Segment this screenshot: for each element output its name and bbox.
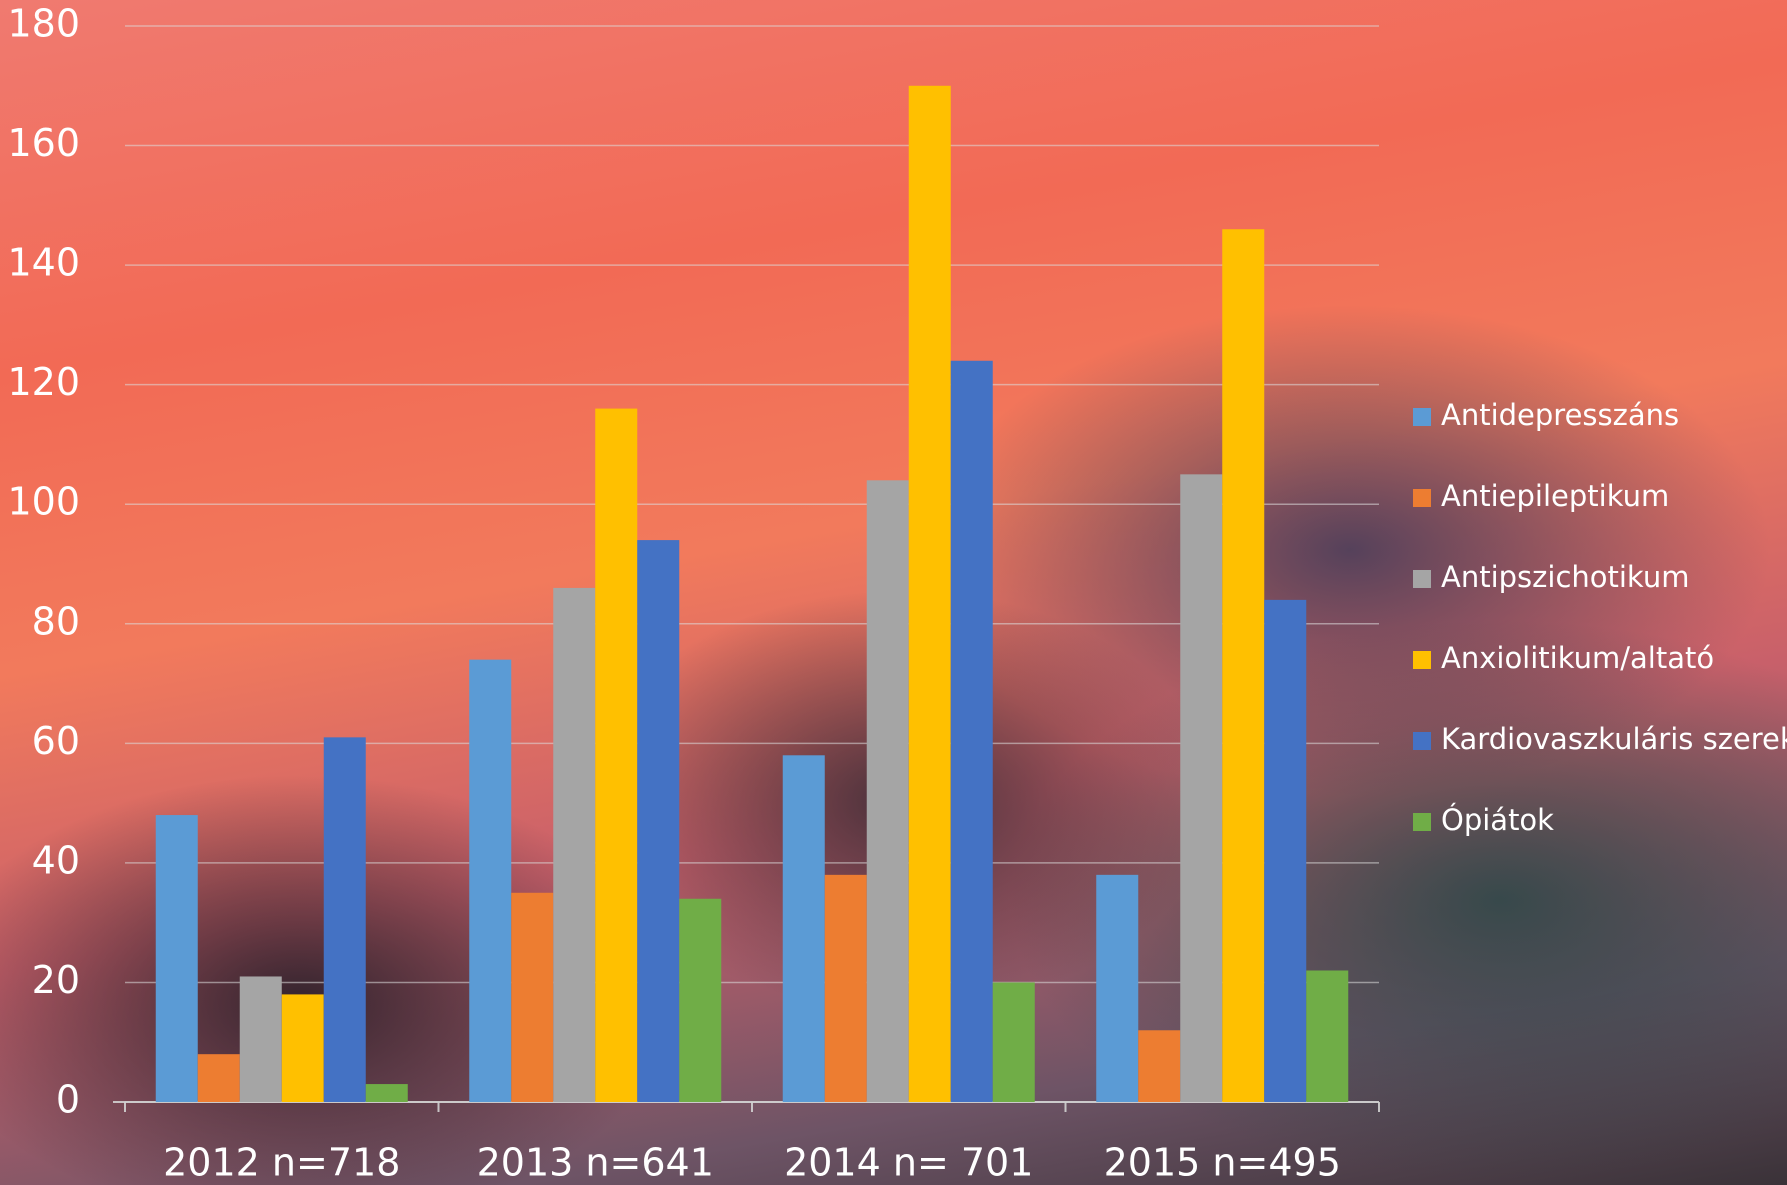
- x-tick-label: 2013 n=641: [477, 1141, 714, 1185]
- legend-swatch: [1413, 408, 1431, 426]
- legend-swatch: [1413, 813, 1431, 831]
- y-tick-label: 40: [32, 838, 80, 882]
- bar: [155, 815, 198, 1102]
- bar: [553, 587, 596, 1102]
- bar: [365, 1084, 408, 1102]
- bar: [469, 659, 512, 1102]
- bar: [1222, 229, 1265, 1102]
- y-tick-label: 20: [32, 958, 80, 1002]
- bar: [281, 994, 324, 1102]
- y-tick-label: 0: [56, 1078, 80, 1122]
- bar: [239, 976, 282, 1102]
- bar: [908, 85, 951, 1103]
- bar: [511, 892, 554, 1102]
- bar: [595, 408, 638, 1103]
- bar: [679, 898, 722, 1102]
- legend-swatch: [1413, 570, 1431, 588]
- bar: [782, 755, 825, 1102]
- legend-label: Antiepileptikum: [1441, 479, 1669, 513]
- bar: [950, 360, 993, 1102]
- y-tick-label: 180: [7, 2, 80, 46]
- bar: [637, 540, 680, 1102]
- bar: [992, 982, 1035, 1102]
- bar: [1138, 1030, 1181, 1102]
- bar: [1306, 970, 1349, 1102]
- x-tick-label: 2015 n=495: [1104, 1141, 1341, 1185]
- legend-label: Antidepresszáns: [1441, 398, 1679, 432]
- y-tick-label: 100: [7, 480, 80, 524]
- legend-label: Kardiovaszkuláris szerek: [1441, 722, 1787, 756]
- x-tick-label: 2014 n= 701: [784, 1141, 1033, 1185]
- legend-label: Ópiátok: [1441, 803, 1554, 837]
- y-tick-label: 80: [32, 599, 80, 643]
- y-tick-label: 160: [7, 121, 80, 165]
- legend-swatch: [1413, 651, 1431, 669]
- bar: [1264, 599, 1307, 1102]
- x-tick-label: 2012 n=718: [163, 1141, 400, 1185]
- bar: [323, 737, 366, 1102]
- bar: [1180, 474, 1223, 1102]
- y-tick-label: 60: [32, 719, 80, 763]
- bar: [824, 874, 867, 1102]
- legend-swatch: [1413, 732, 1431, 750]
- bar: [866, 480, 909, 1102]
- bar: [1096, 874, 1139, 1102]
- y-tick-label: 140: [7, 241, 80, 285]
- legend-swatch: [1413, 489, 1431, 507]
- legend-label: Antipszichotikum: [1441, 560, 1689, 594]
- legend-label: Anxiolitikum/altató: [1441, 641, 1714, 675]
- y-tick-label: 120: [7, 360, 80, 404]
- bar: [197, 1054, 240, 1102]
